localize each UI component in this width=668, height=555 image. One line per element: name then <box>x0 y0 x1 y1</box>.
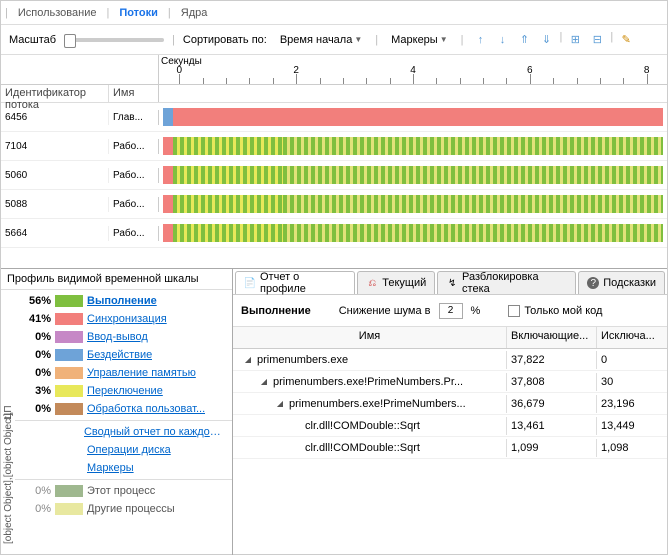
markers-dropdown[interactable]: Маркеры▼ <box>386 32 453 48</box>
highlight-icon[interactable]: ✎ <box>617 31 635 49</box>
hints-icon: ? <box>587 277 599 289</box>
tab-profile-report[interactable]: 📄Отчет о профиле <box>235 271 355 294</box>
profile-pct: 56% <box>19 295 51 307</box>
color-swatch <box>55 367 83 379</box>
thread-row[interactable]: 5088Рабо... <box>1 190 667 219</box>
call-tree-row[interactable]: clr.dll!COMDouble::Sqrt13,46113,449 <box>233 415 667 437</box>
unblock-icon: ↯ <box>446 277 458 289</box>
thread-track <box>163 137 663 155</box>
profile-category-link[interactable]: Бездействие <box>87 349 152 361</box>
scale-slider[interactable] <box>64 38 164 42</box>
thread-track <box>163 224 663 242</box>
sortby-label: Сортировать по: <box>183 34 267 46</box>
gpu-label: [object Object],[object Object] <box>3 413 14 544</box>
tab-hints[interactable]: ?Подсказки <box>578 271 665 294</box>
profile-panel: Профиль видимой временной шкалы ЦП [obje… <box>1 269 233 555</box>
color-swatch <box>55 313 83 325</box>
lower-panel: Профиль видимой временной шкалы ЦП [obje… <box>1 269 667 555</box>
profile-category-link[interactable]: Переключение <box>87 385 163 397</box>
mycode-label: Только мой код <box>524 305 602 317</box>
profile-pct: 0% <box>19 331 51 343</box>
filter-heading: Выполнение <box>241 305 311 317</box>
tab-usage[interactable]: Использование <box>8 5 107 21</box>
profile-category-link[interactable]: Управление памятью <box>87 367 196 379</box>
noise-input[interactable] <box>439 303 463 319</box>
move-top-icon[interactable]: ⇑ <box>516 31 534 49</box>
gpu-category: Другие процессы <box>87 503 175 515</box>
tab-cores[interactable]: Ядра <box>171 5 218 21</box>
noise-label: Снижение шума в <box>339 305 431 317</box>
thread-row[interactable]: 5664Рабо... <box>1 219 667 248</box>
current-icon: ⎌ <box>366 277 378 289</box>
profile-category-link[interactable]: Ввод-вывод <box>87 331 148 343</box>
call-tree-row[interactable]: ◢primenumbers.exe!PrimeNumbers.Pr...37,8… <box>233 371 667 393</box>
view-tabs: | Использование | Потоки | Ядра <box>1 1 667 25</box>
thread-track <box>163 108 663 126</box>
color-swatch <box>55 349 83 361</box>
grid-header: Имя Включающие... Исключа... <box>233 327 667 349</box>
thread-row[interactable]: 5060Рабо... <box>1 161 667 190</box>
toolbar-buttons: ↑ ↓ ⇑ ⇓ | ⊞ ⊟ | ✎ <box>472 31 636 49</box>
tab-threads[interactable]: Потоки <box>109 5 168 21</box>
scale-label: Масштаб <box>9 34 56 46</box>
color-swatch <box>55 385 83 397</box>
profile-pct: 0% <box>19 367 51 379</box>
expand-icon[interactable]: ◢ <box>243 355 253 364</box>
expand-icon[interactable]: ◢ <box>259 377 269 386</box>
thread-row[interactable]: 6456Глав... <box>1 103 667 132</box>
profile-pct: 0% <box>19 403 51 415</box>
call-tree-row[interactable]: clr.dll!COMDouble::Sqrt1,0991,098 <box>233 437 667 459</box>
toolbar: Масштаб | Сортировать по: Время начала▼ … <box>1 25 667 55</box>
move-up-icon[interactable]: ↑ <box>472 31 490 49</box>
zoom-in-icon[interactable]: ⊞ <box>566 31 584 49</box>
report-icon: 📄 <box>244 277 256 289</box>
profile-link[interactable]: Сводный отчет по каждому ... <box>84 426 228 438</box>
profile-title: Профиль видимой временной шкалы <box>1 269 232 290</box>
thread-track <box>163 195 663 213</box>
color-swatch <box>55 403 83 415</box>
mycode-checkbox[interactable] <box>508 305 520 317</box>
profile-category-link[interactable]: Обработка пользоват... <box>87 403 205 415</box>
gpu-category: Этот процесс <box>87 485 155 497</box>
move-bottom-icon[interactable]: ⇓ <box>538 31 556 49</box>
thread-track <box>163 166 663 184</box>
thread-row[interactable]: 7104Рабо... <box>1 132 667 161</box>
profile-pct: 0% <box>19 349 51 361</box>
tab-unblock-stack[interactable]: ↯Разблокировка стека <box>437 271 576 294</box>
profile-pct: 41% <box>19 313 51 325</box>
thread-header-row: Идентификатор потока Имя <box>1 85 667 103</box>
timeline-panel: Секунды 02468 Идентификатор потока Имя 6… <box>1 55 667 269</box>
sort-field-dropdown[interactable]: Время начала▼ <box>275 32 367 48</box>
time-ruler: Секунды 02468 <box>159 55 667 84</box>
report-panel: 📄Отчет о профиле ⎌Текущий ↯Разблокировка… <box>233 269 667 555</box>
call-tree-row[interactable]: ◢primenumbers.exe37,8220 <box>233 349 667 371</box>
profile-link[interactable]: Операции диска <box>87 444 171 456</box>
profile-pct: 3% <box>19 385 51 397</box>
tab-current[interactable]: ⎌Текущий <box>357 271 435 294</box>
color-swatch <box>55 331 83 343</box>
color-swatch <box>55 295 83 307</box>
profile-category-link[interactable]: Синхронизация <box>87 313 167 325</box>
move-down-icon[interactable]: ↓ <box>494 31 512 49</box>
profile-link[interactable]: Маркеры <box>87 462 134 474</box>
zoom-out-icon[interactable]: ⊟ <box>588 31 606 49</box>
expand-icon[interactable]: ◢ <box>275 399 285 408</box>
call-tree-row[interactable]: ◢primenumbers.exe!PrimeNumbers...36,6792… <box>233 393 667 415</box>
profile-category-link[interactable]: Выполнение <box>87 295 157 307</box>
